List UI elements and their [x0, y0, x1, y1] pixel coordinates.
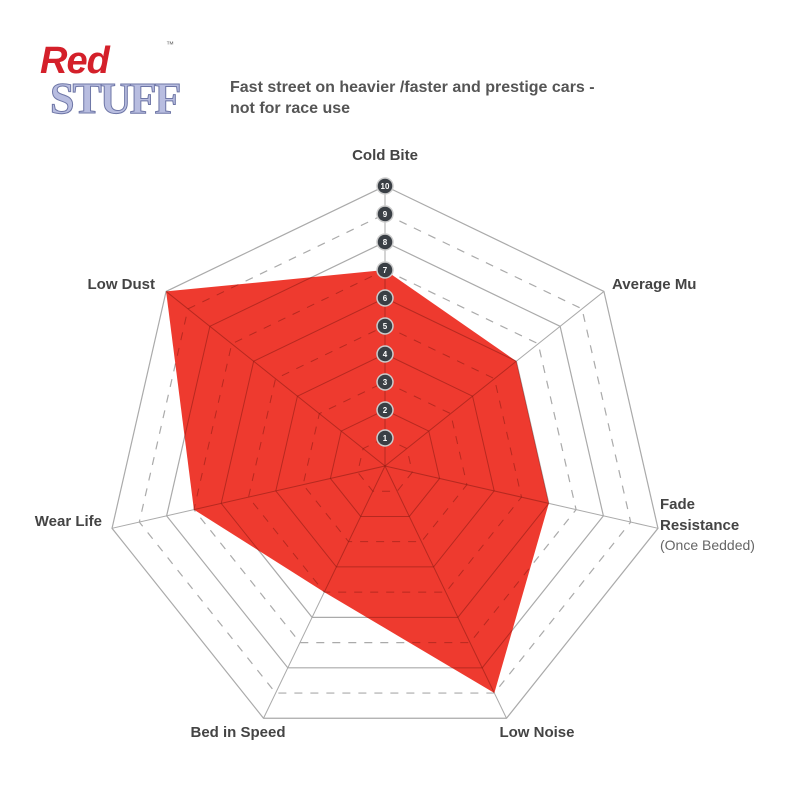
grid-ring-over-4	[275, 353, 495, 568]
grid-ring-10	[111, 185, 659, 719]
tick-badge-4	[376, 345, 394, 363]
grid-ring-over-6	[220, 297, 549, 618]
logo-red-text: Red	[40, 40, 110, 82]
tick-label-3: 3	[383, 378, 388, 387]
logo-stuff-text: STUFF	[49, 74, 181, 124]
tick-label-2: 2	[383, 406, 388, 415]
tick-label-4: 4	[383, 350, 388, 359]
axis-label-wear-life: Wear Life	[35, 513, 102, 530]
tick-badge-1	[376, 429, 394, 447]
logo-trademark: ™	[166, 40, 174, 49]
axis-line-over	[166, 465, 386, 529]
grid-ring-over-2	[329, 409, 441, 517]
tick-badge-9	[376, 205, 394, 223]
grid-ring-over-5	[247, 325, 523, 593]
axis-label-low-dust: Low Dust	[88, 276, 156, 293]
subtitle-line-1: Fast street on heavier /faster and prest…	[230, 79, 595, 96]
axis-line-over	[384, 465, 507, 694]
data-area	[166, 270, 549, 694]
tick-badge-8	[376, 233, 394, 251]
tick-label-7: 7	[383, 266, 388, 275]
axis-label-average-mu: Average Mu	[612, 276, 696, 293]
tick-label-8: 8	[383, 238, 388, 247]
tick-badge-5	[376, 317, 394, 335]
tick-label-6: 6	[383, 294, 388, 303]
tick-badge-3	[376, 373, 394, 391]
subtitle-line-2: not for race use	[230, 100, 351, 117]
axis-label-bed-in-speed: Bed in Speed	[190, 724, 285, 741]
axis-label-fade-resistance-line2: Resistance	[660, 517, 739, 534]
axis-label-low-noise: Low Noise	[499, 724, 574, 741]
axis-label-fade-resistance: Fade	[660, 496, 695, 513]
axis-line-over	[384, 465, 549, 529]
tick-badge-6	[376, 289, 394, 307]
tick-label-9: 9	[383, 210, 388, 219]
tick-badge-10	[376, 177, 394, 195]
tick-label-10: 10	[381, 182, 390, 191]
subtitle: Fast street on heavier /faster and prest…	[230, 77, 610, 119]
red-stuff-logo: Red STUFF ™	[40, 35, 182, 135]
axis-line-over	[384, 291, 549, 467]
axis-line-over	[166, 291, 386, 467]
grid-ring-over-1	[357, 437, 413, 492]
tick-label-5: 5	[383, 322, 388, 331]
tick-label-1: 1	[383, 434, 388, 443]
grid-ring-over-3	[302, 381, 468, 543]
tick-badge-2	[376, 401, 394, 419]
tick-badge-7	[376, 261, 394, 279]
axis-sublabel-once-bedded: (Once Bedded)	[660, 537, 755, 553]
axis-label-cold-bite: Cold Bite	[352, 147, 418, 164]
